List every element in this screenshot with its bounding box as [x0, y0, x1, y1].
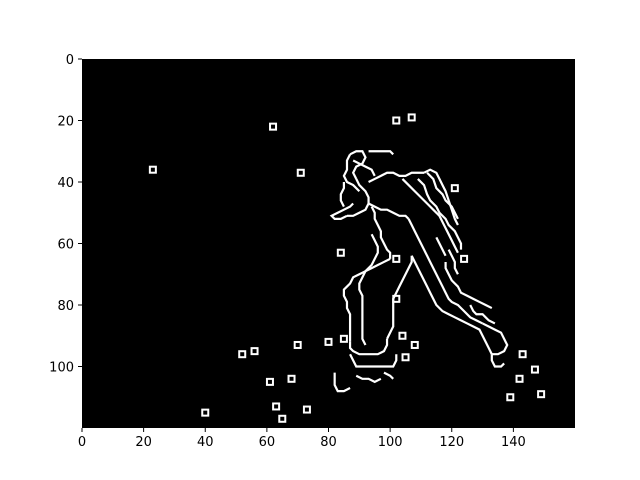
- edge-marker-3: [148, 165, 157, 174]
- x-tick-label-5: 100: [378, 435, 403, 450]
- edge-stroke-24: [383, 371, 394, 380]
- edge-marker-2: [407, 113, 416, 122]
- edge-marker-21: [287, 374, 296, 383]
- edge-marker-24: [506, 393, 515, 402]
- edge-stroke-11: [348, 338, 389, 356]
- x-axis: 0 20 40 60 80 100 120 140: [78, 428, 526, 450]
- edge-stroke-17: [401, 178, 459, 254]
- edge-stroke-26: [435, 236, 447, 257]
- y-tick-label-0: 0: [66, 53, 74, 68]
- edge-marker-4: [296, 168, 305, 177]
- edge-stroke-23: [355, 374, 382, 384]
- edge-stroke-28: [490, 354, 505, 368]
- edge-stroke-9: [358, 257, 391, 346]
- edge-marker-28: [278, 414, 287, 423]
- edge-stroke-19: [426, 171, 459, 220]
- edge-marker-17: [401, 353, 410, 362]
- edge-marker-25: [272, 402, 281, 411]
- edge-stroke-5: [368, 171, 425, 183]
- edge-stroke-2: [368, 150, 394, 156]
- edge-marker-0: [269, 122, 278, 131]
- edge-stroke-18: [417, 178, 463, 250]
- edge-stroke-14: [407, 218, 484, 325]
- edge-marker-11: [339, 334, 348, 343]
- edge-marker-12: [324, 337, 333, 346]
- edge-stroke-0: [349, 150, 367, 180]
- edge-stroke-20: [339, 182, 346, 208]
- edge-marker-5: [450, 184, 459, 193]
- x-tick-label-6: 120: [439, 435, 464, 450]
- y-tick-label-2: 40: [57, 176, 74, 191]
- edge-stroke-12: [349, 353, 398, 368]
- edge-stroke-4: [329, 202, 354, 220]
- x-tick-label-4: 80: [320, 435, 337, 450]
- edge-marker-27: [201, 408, 210, 417]
- edge-stroke-6: [423, 168, 459, 226]
- edge-marker-14: [410, 340, 419, 349]
- edge-marker-13: [293, 340, 302, 349]
- edge-marker-22: [515, 374, 524, 383]
- y-tick-label-1: 20: [57, 115, 74, 130]
- image-plot-area: [82, 59, 575, 428]
- y-axis: 0 20 40 60 80 100: [49, 53, 82, 376]
- x-tick-label-7: 140: [501, 435, 526, 450]
- edge-stroke-7: [368, 202, 410, 220]
- edge-marker-9: [392, 294, 401, 303]
- edge-marker-16: [250, 347, 259, 356]
- edge-marker-15: [238, 350, 247, 359]
- edge-stroke-22: [333, 372, 351, 393]
- edge-outline-strokes: [329, 150, 509, 393]
- x-tick-label-3: 60: [259, 435, 276, 450]
- edge-marker-10: [398, 331, 407, 340]
- edge-stroke-13: [386, 255, 413, 340]
- edge-stroke-15: [410, 255, 493, 355]
- edge-stroke-27: [469, 304, 496, 325]
- edge-marker-7: [392, 254, 401, 263]
- edge-marker-23: [537, 390, 546, 399]
- edge-stroke-16: [482, 322, 509, 356]
- edge-marker-points: [148, 113, 546, 423]
- edge-stroke-25: [444, 261, 493, 310]
- edge-stroke-10: [342, 233, 379, 342]
- x-tick-label-1: 20: [135, 435, 152, 450]
- edge-marker-8: [460, 254, 469, 263]
- x-tick-label-2: 40: [197, 435, 214, 450]
- x-tick-label-0: 0: [78, 435, 86, 450]
- edge-marker-6: [336, 248, 345, 257]
- edge-marker-20: [265, 377, 274, 386]
- edge-marker-1: [392, 116, 401, 125]
- y-tick-label-3: 60: [57, 238, 74, 253]
- y-tick-label-5: 100: [49, 361, 74, 376]
- edge-stroke-29: [447, 249, 459, 275]
- edge-stroke-21: [352, 159, 376, 177]
- edge-marker-26: [302, 405, 311, 414]
- y-tick-label-4: 80: [57, 299, 74, 314]
- edge-marker-19: [530, 365, 539, 374]
- edge-stroke-8: [370, 206, 392, 259]
- edge-marker-18: [518, 350, 527, 359]
- edge-stroke-1: [342, 153, 361, 193]
- edge-image-background: [82, 59, 575, 428]
